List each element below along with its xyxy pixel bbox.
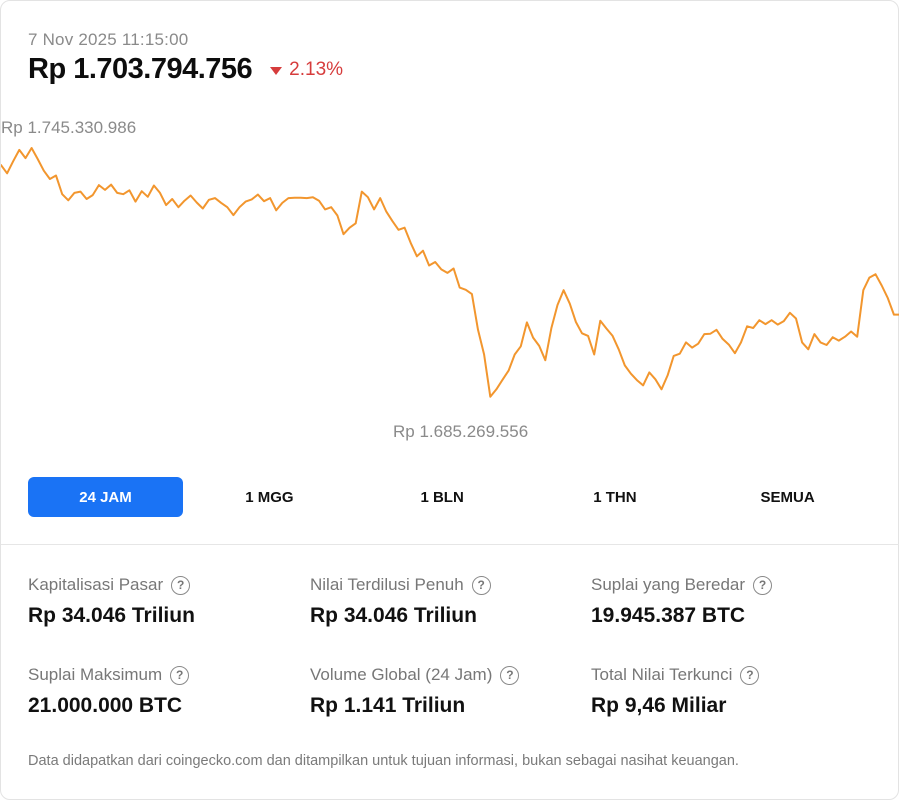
triangle-down-icon	[270, 66, 283, 75]
tab-24h[interactable]: 24 JAM	[28, 477, 183, 517]
stat-value: 21.000.000 BTC	[28, 694, 183, 717]
tab-1y[interactable]: 1 THN	[593, 488, 637, 506]
stat-fully-diluted: Nilai Terdilusi Penuh ? Rp 34.046 Triliu…	[310, 575, 580, 628]
price-change: 2.13%	[270, 59, 343, 81]
stat-global-volume: Volume Global (24 Jam) ? Rp 1.141 Triliu…	[310, 665, 580, 718]
price-row: Rp 1.703.794.756 2.13%	[28, 53, 343, 86]
timestamp: 7 Nov 2025 11:15:00	[28, 30, 189, 49]
help-icon[interactable]: ?	[740, 665, 760, 685]
tab-1m[interactable]: 1 BLN	[420, 488, 464, 506]
stat-total-value-locked: Total Nilai Terkunci ? Rp 9,46 Miliar	[591, 665, 861, 718]
disclaimer: Data didapatkan dari coingecko.com dan d…	[28, 753, 739, 769]
help-icon[interactable]: ?	[500, 665, 520, 685]
help-icon[interactable]: ?	[753, 575, 773, 595]
stat-value: Rp 1.141 Triliun	[310, 694, 466, 717]
price-change-percent: 2.13%	[289, 58, 344, 80]
stat-value: 19.945.387 BTC	[591, 604, 746, 627]
stat-value: Rp 34.046 Triliun	[28, 604, 195, 627]
tab-all[interactable]: SEMUA	[760, 488, 815, 506]
stat-max-supply: Suplai Maksimum ? 21.000.000 BTC	[28, 665, 298, 718]
chart-min-label: Rp 1.685.269.556	[393, 422, 529, 441]
help-icon[interactable]: ?	[170, 665, 190, 685]
chart-max-label: Rp 1.745.330.986	[1, 118, 137, 137]
stat-value: Rp 34.046 Triliun	[310, 604, 477, 627]
stat-label: Volume Global (24 Jam)	[310, 665, 493, 684]
stat-label: Total Nilai Terkunci	[591, 665, 733, 684]
help-icon[interactable]: ?	[171, 575, 191, 595]
tab-1w[interactable]: 1 MGG	[245, 488, 294, 506]
stat-circulating-supply: Suplai yang Beredar ? 19.945.387 BTC	[591, 575, 861, 628]
price-line	[1, 147, 899, 398]
stat-market-cap: Kapitalisasi Pasar ? Rp 34.046 Triliun	[28, 575, 298, 628]
time-range-tabs: 24 JAM 1 MGG 1 BLN 1 THN SEMUA	[28, 477, 874, 517]
stat-label: Kapitalisasi Pasar	[28, 575, 164, 594]
stat-label: Suplai Maksimum	[28, 665, 163, 684]
divider	[1, 544, 899, 545]
stat-label: Suplai yang Beredar	[591, 575, 746, 594]
price-chart[interactable]	[1, 111, 899, 451]
stat-label: Nilai Terdilusi Penuh	[310, 575, 464, 594]
current-price: Rp 1.703.794.756	[28, 53, 253, 85]
stat-value: Rp 9,46 Miliar	[591, 694, 727, 717]
help-icon[interactable]: ?	[471, 575, 491, 595]
